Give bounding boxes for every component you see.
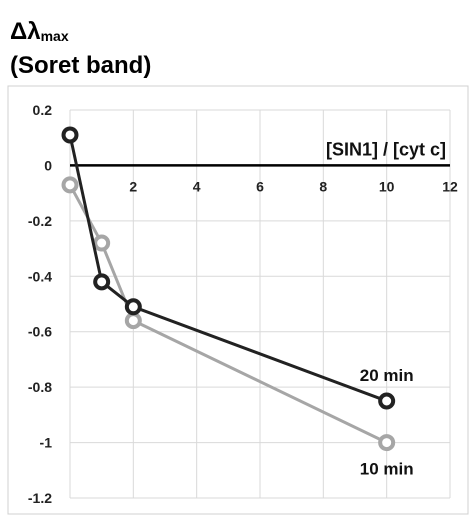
data-point — [61, 126, 79, 144]
y-tick-label: -0.2 — [28, 213, 52, 229]
y-tick-label: -0.6 — [28, 324, 52, 340]
x-tick-label: 4 — [193, 178, 201, 194]
series-label: 20 min — [360, 366, 414, 385]
data-point — [378, 434, 396, 452]
data-point — [61, 176, 79, 194]
y-tick-label: -0.8 — [28, 379, 52, 395]
x-axis-label: [SIN1] / [cyt c] — [326, 139, 446, 159]
data-point — [93, 234, 111, 252]
y-tick-label: 0 — [44, 157, 52, 173]
y-tick-labels: 0.2 0 -0.2 -0.4 -0.6 -0.8 -1 -1.2 — [28, 102, 52, 506]
series-line — [68, 134, 388, 403]
x-tick-label: 6 — [256, 178, 264, 194]
y-tick-label: -1.2 — [28, 490, 52, 506]
y-tick-label: 0.2 — [33, 102, 53, 118]
title-symbol: Δλ — [10, 18, 41, 45]
series-label: 10 min — [360, 460, 414, 479]
x-tick-label: 12 — [442, 178, 458, 194]
series-group: 10 min 20 min — [61, 126, 414, 479]
data-point — [378, 392, 396, 410]
data-point — [93, 273, 111, 291]
x-tick-label: 10 — [379, 178, 395, 194]
chart-title-line1: Δλmax — [10, 18, 69, 46]
x-tick-label: 8 — [319, 178, 327, 194]
chart-title-line2: (Soret band) — [10, 52, 152, 79]
data-point — [124, 312, 142, 330]
y-tick-label: -1 — [40, 435, 53, 451]
title-subscript: max — [40, 28, 69, 44]
data-point — [124, 298, 142, 316]
chart-title: Δλmax (Soret band) — [10, 14, 310, 84]
x-tick-label: 2 — [129, 178, 137, 194]
y-tick-label: -0.4 — [28, 268, 52, 284]
